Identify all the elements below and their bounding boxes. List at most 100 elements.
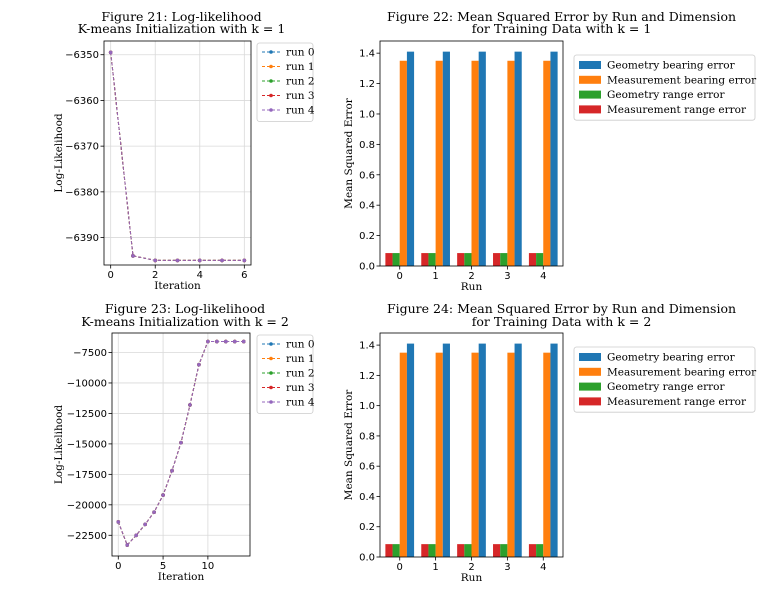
legend-box (256, 334, 314, 414)
data-point (215, 339, 219, 344)
bar-2 (435, 60, 443, 266)
bar-1 (536, 253, 544, 266)
legend-marker (269, 79, 273, 83)
x-tick-label: 0 (107, 270, 113, 281)
y-tick-label: −22500 (67, 531, 107, 542)
bar-1 (500, 544, 508, 557)
y-tick-label: −12500 (67, 409, 107, 420)
bar-1 (428, 544, 436, 557)
bar-1 (392, 544, 400, 557)
legend-marker (269, 356, 273, 361)
bar-0 (421, 253, 429, 266)
y-tick-label: 0.0 (359, 262, 375, 273)
y-tick-label: 0.8 (359, 431, 375, 442)
bar-0 (421, 544, 429, 557)
legend: Geometry bearing error Measurement bearin… (573, 346, 757, 413)
legend-swatch (579, 75, 601, 84)
legend-swatch (579, 105, 601, 114)
plot-frame (111, 332, 251, 557)
series-line-1 (110, 52, 245, 261)
legend-label: run 4 (286, 105, 315, 117)
y-tick-label: 0.4 (359, 492, 375, 503)
data-point (153, 258, 158, 263)
legend-label: Geometry range error (607, 381, 725, 393)
y-tick-label: 1.0 (359, 109, 375, 120)
legend-label: run 2 (286, 76, 315, 88)
y-tick-label: −6390 (65, 233, 99, 244)
bar-0 (385, 253, 393, 266)
y-axis-label: Log-Likelihood (53, 405, 65, 485)
x-tick-label: 0 (397, 562, 403, 573)
legend-box (573, 54, 756, 121)
data-point (161, 493, 165, 497)
x-tick-label: 4 (197, 270, 203, 281)
legend-label: Measurement bearing error (607, 74, 757, 86)
legend-swatch (579, 397, 601, 406)
legend-label: run 3 (286, 90, 315, 102)
series-line-2 (110, 52, 245, 261)
chart-subtitle: for Training Data with k = 2 (472, 314, 652, 329)
legend-swatch (579, 61, 601, 69)
legend-marker (269, 50, 273, 54)
data-point (220, 258, 224, 263)
data-point (197, 258, 202, 263)
chart-title: Figure 21: Log-likelihood (101, 9, 261, 24)
bar-2 (507, 352, 515, 557)
data-point (116, 520, 121, 524)
data-point (206, 339, 210, 344)
y-axis-label: Mean Squared Error (343, 97, 355, 209)
data-point (188, 403, 192, 407)
y-tick-label: 0.6 (359, 462, 375, 473)
x-tick-label: 3 (504, 271, 510, 282)
bar-1 (428, 253, 436, 266)
legend-label: Measurement range error (607, 396, 747, 408)
bar-0 (528, 253, 537, 266)
fig24-chart: Figure 24: Mean Squared Error by Run and… (343, 301, 757, 584)
bar-1 (392, 253, 400, 266)
legend: Geometry bearing error Measurement bearin… (573, 54, 757, 121)
bar-2 (543, 60, 551, 266)
x-tick-label: 6 (241, 270, 247, 281)
bar-0 (457, 253, 465, 266)
y-tick-label: −17500 (67, 470, 107, 481)
bar-0 (528, 544, 537, 557)
x-tick-label: 4 (540, 562, 546, 573)
legend-label: Geometry bearing error (607, 352, 736, 364)
y-tick-label: 1.4 (359, 341, 375, 352)
x-tick-label: 0 (115, 561, 121, 572)
series-line-4 (110, 52, 245, 261)
data-point (224, 339, 228, 344)
bar-2 (543, 352, 551, 557)
legend-marker (269, 64, 273, 69)
y-tick-label: 0.4 (359, 201, 375, 212)
legend-box (573, 346, 756, 413)
chart-subtitle: for Training Data with k = 1 (472, 21, 652, 36)
bar-1 (536, 544, 544, 557)
bar-3 (478, 343, 486, 557)
y-tick-label: −10000 (67, 378, 107, 389)
legend-marker (269, 108, 273, 112)
bar-2 (399, 352, 407, 557)
legend-swatch (579, 353, 601, 361)
data-point (125, 543, 130, 547)
bar-3 (406, 51, 415, 266)
y-tick-label: −6350 (65, 50, 99, 61)
bar-0 (493, 253, 501, 266)
x-axis-label: Iteration (158, 571, 205, 583)
legend-marker (269, 342, 273, 346)
bar-2 (435, 352, 443, 557)
legend-label: Measurement bearing error (607, 366, 757, 378)
bar-2 (399, 60, 407, 266)
data-point (152, 510, 156, 514)
legend-label: run 1 (286, 353, 315, 365)
data-point (134, 533, 138, 538)
y-axis-label: Mean Squared Error (343, 389, 355, 501)
y-tick-label: 0.6 (359, 170, 375, 181)
data-point (242, 258, 247, 263)
y-tick-label: −6380 (65, 187, 99, 198)
bar-3 (478, 51, 486, 266)
y-tick-label: 1.2 (359, 79, 375, 90)
